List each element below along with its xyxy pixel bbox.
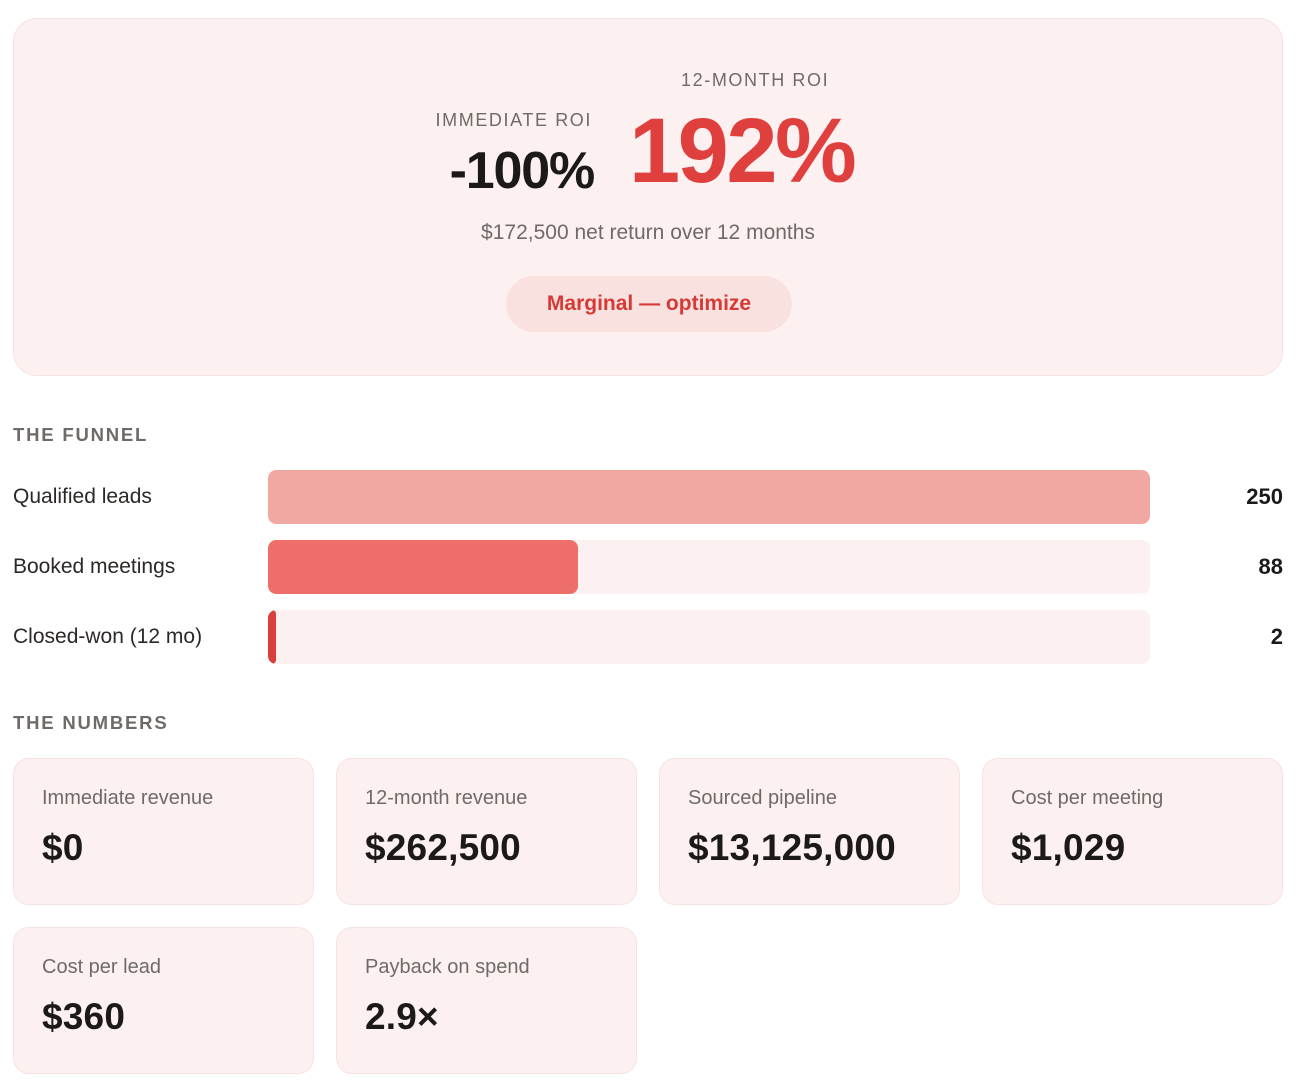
immediate-roi-label: IMMEDIATE ROI bbox=[435, 110, 592, 130]
funnel-row-label: Booked meetings bbox=[13, 555, 176, 578]
metric-value: $360 bbox=[42, 996, 126, 1037]
funnel-bar-fill bbox=[268, 470, 1150, 524]
funnel-bar-fill bbox=[268, 540, 578, 594]
metric-card-cost-per-meeting: Cost per meeting $1,029 bbox=[982, 758, 1283, 905]
metric-card-immediate-revenue: Immediate revenue $0 bbox=[13, 758, 314, 905]
funnel-bar-track bbox=[268, 610, 1150, 664]
funnel-row-value: 88 bbox=[1258, 554, 1283, 579]
metric-card-12-month-revenue: 12-month revenue $262,500 bbox=[336, 758, 637, 905]
metric-value: $0 bbox=[42, 827, 84, 868]
funnel-row-qualified-leads: Qualified leads 250 bbox=[13, 470, 1283, 524]
funnel-row-closed-won: Closed-won (12 mo) 2 bbox=[13, 610, 1283, 664]
funnel-bar-track bbox=[268, 470, 1150, 524]
metric-label: Cost per lead bbox=[42, 956, 161, 978]
metric-value: $1,029 bbox=[1011, 827, 1126, 868]
funnel-bar-track bbox=[268, 540, 1150, 594]
metric-label: Immediate revenue bbox=[42, 787, 214, 809]
twelve-month-roi-value: 192% bbox=[629, 100, 857, 202]
metric-label: 12-month revenue bbox=[365, 787, 528, 809]
roi-summary-card: IMMEDIATE ROI -100% 12-MONTH ROI 192% $1… bbox=[13, 18, 1283, 376]
net-return-text: $172,500 net return over 12 months bbox=[481, 221, 815, 244]
metric-card-payback-on-spend: Payback on spend 2.9× bbox=[336, 927, 637, 1074]
numbers-heading: THE NUMBERS bbox=[13, 712, 169, 733]
metric-value: $13,125,000 bbox=[688, 827, 896, 868]
funnel-row-value: 250 bbox=[1246, 484, 1283, 509]
funnel-row-label: Closed-won (12 mo) bbox=[13, 625, 203, 648]
metric-value: 2.9× bbox=[365, 996, 439, 1037]
funnel-row-label: Qualified leads bbox=[13, 485, 152, 508]
metric-card-cost-per-lead: Cost per lead $360 bbox=[13, 927, 314, 1074]
funnel-row-value: 2 bbox=[1270, 624, 1283, 649]
twelve-month-roi-label: 12-MONTH ROI bbox=[681, 70, 830, 90]
metric-label: Cost per meeting bbox=[1011, 787, 1164, 809]
funnel-heading: THE FUNNEL bbox=[13, 424, 149, 445]
status-badge[interactable]: Marginal — optimize bbox=[506, 276, 792, 332]
metric-card-sourced-pipeline: Sourced pipeline $13,125,000 bbox=[659, 758, 960, 905]
metric-label: Payback on spend bbox=[365, 956, 530, 978]
immediate-roi-value: -100% bbox=[449, 142, 596, 200]
funnel-bar-fill bbox=[268, 610, 276, 664]
metric-label: Sourced pipeline bbox=[688, 787, 837, 809]
metric-value: $262,500 bbox=[365, 827, 521, 868]
funnel-row-booked-meetings: Booked meetings 88 bbox=[13, 540, 1283, 594]
